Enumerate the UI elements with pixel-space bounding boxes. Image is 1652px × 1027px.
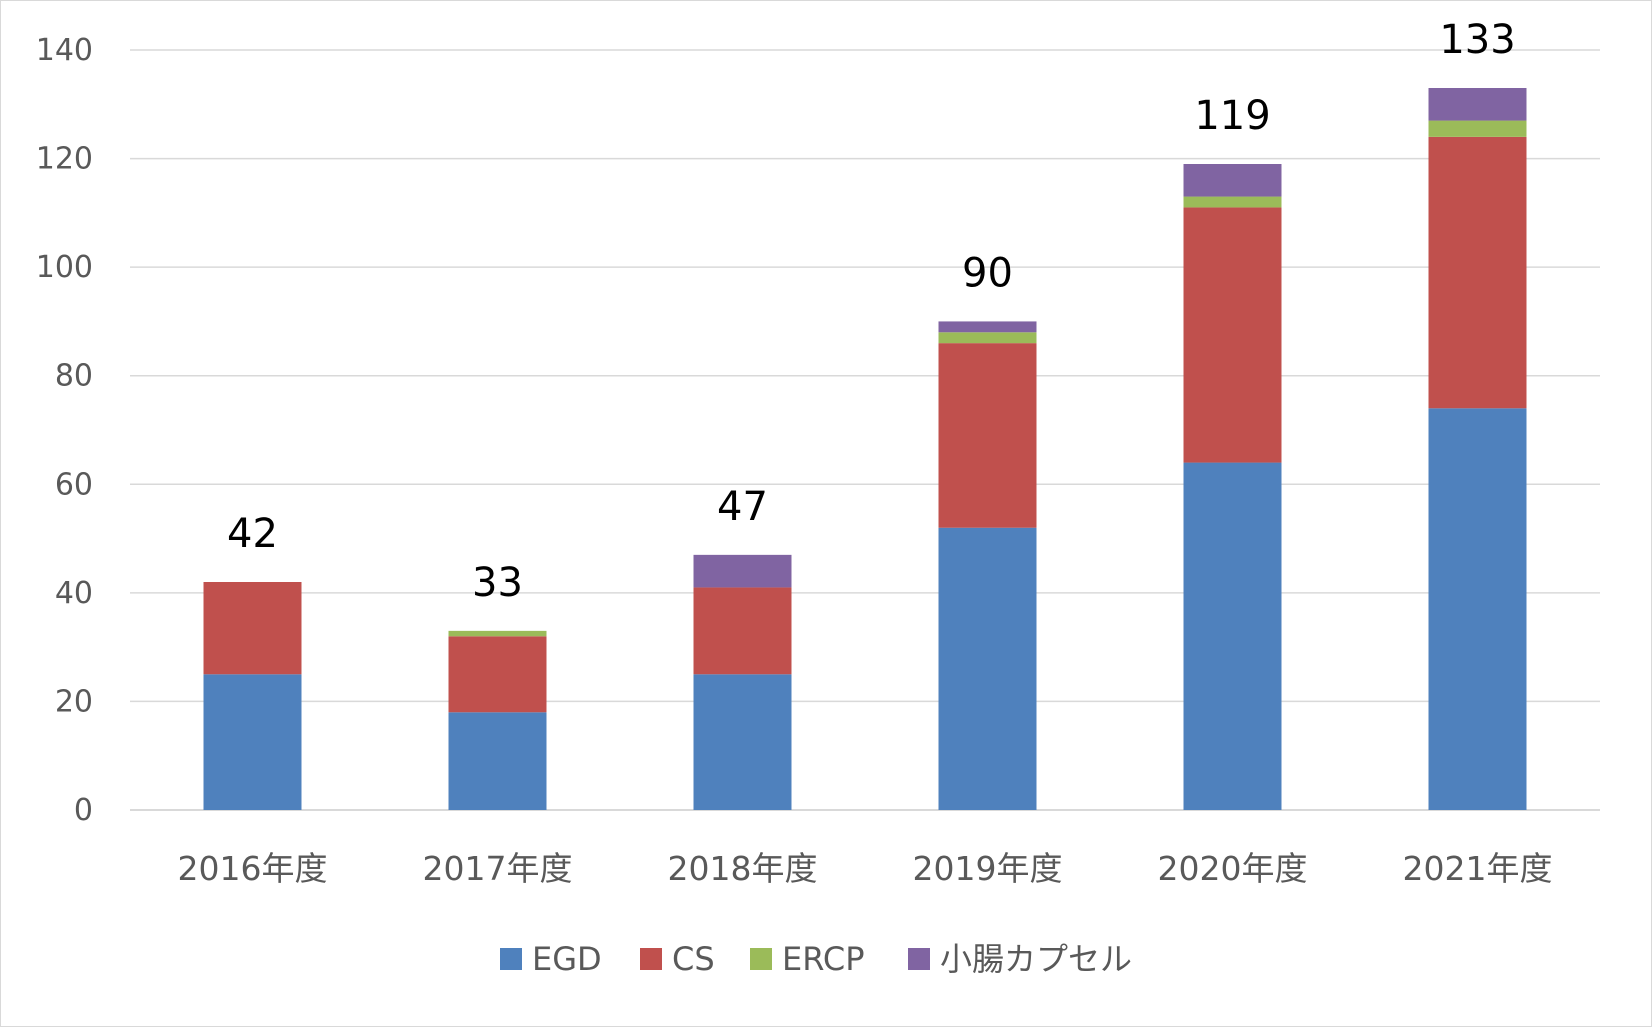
legend-label: ERCP — [782, 940, 865, 978]
bar-cs-2 — [693, 587, 792, 675]
legend-swatch — [500, 948, 522, 970]
bar-小腸カプセル-3 — [938, 321, 1037, 333]
legend-swatch — [908, 948, 930, 970]
y-tick-label: 40 — [55, 576, 93, 611]
bar-egd-1 — [448, 712, 547, 810]
total-label: 119 — [1194, 93, 1270, 139]
bar-egd-2 — [693, 674, 792, 810]
y-tick-label: 100 — [36, 250, 93, 285]
bars — [203, 88, 1527, 810]
bar-egd-3 — [938, 527, 1037, 810]
x-tick-label: 2016年度 — [178, 849, 328, 888]
x-tick-label: 2020年度 — [1158, 849, 1308, 888]
legend-item: 小腸カプセル — [908, 940, 1132, 978]
bar-cs-3 — [938, 343, 1037, 528]
y-tick-label: 20 — [55, 684, 93, 719]
total-label: 42 — [227, 511, 278, 557]
gridlines — [130, 49, 1600, 811]
legend-swatch — [750, 948, 772, 970]
legend-item: CS — [640, 940, 715, 978]
x-tick-label: 2019年度 — [913, 849, 1063, 888]
legend-label: CS — [672, 940, 715, 978]
bar-cs-4 — [1183, 207, 1282, 463]
y-tick-label: 120 — [36, 142, 93, 177]
total-labels: 42 33 47 90 119 133 — [227, 17, 1516, 606]
bar-ercp-4 — [1183, 196, 1282, 208]
legend-item: ERCP — [750, 940, 865, 978]
y-tick-label: 0 — [74, 793, 93, 828]
y-tick-label: 60 — [55, 467, 93, 502]
bar-egd-4 — [1183, 462, 1282, 810]
y-tick-label: 140 — [36, 33, 93, 68]
bar-ercp-5 — [1428, 120, 1527, 137]
bar-egd-0 — [203, 674, 302, 810]
bar-egd-5 — [1428, 408, 1527, 810]
bar-cs-0 — [203, 582, 302, 675]
x-tick-label: 2017年度 — [423, 849, 573, 888]
bar-小腸カプセル-2 — [693, 554, 792, 588]
y-tick-label: 80 — [55, 359, 93, 394]
legend-swatch — [640, 948, 662, 970]
bar-小腸カプセル-4 — [1183, 164, 1282, 197]
total-label: 133 — [1439, 17, 1515, 63]
total-label: 90 — [962, 250, 1013, 296]
x-tick-label: 2021年度 — [1403, 849, 1553, 888]
x-tick-label: 2018年度 — [668, 849, 818, 888]
bar-cs-5 — [1428, 136, 1527, 409]
legend-item: EGD — [500, 940, 602, 978]
legend: EGD CS ERCP 小腸カプセル — [500, 940, 1132, 978]
legend-label: EGD — [532, 940, 602, 978]
y-axis-ticks: 0 20 40 60 80 100 120 140 — [36, 33, 93, 828]
bar-cs-1 — [448, 636, 547, 713]
total-label: 47 — [717, 484, 768, 530]
total-label: 33 — [472, 560, 523, 606]
bar-ercp-3 — [938, 332, 1037, 344]
bar-小腸カプセル-5 — [1428, 88, 1527, 121]
bar-ercp-1 — [448, 630, 547, 637]
x-axis-ticks: 2016年度 2017年度 2018年度 2019年度 2020年度 2021年度 — [178, 849, 1553, 888]
legend-label: 小腸カプセル — [940, 940, 1132, 978]
